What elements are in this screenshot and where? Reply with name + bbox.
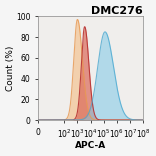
Y-axis label: Count (%): Count (%) <box>6 46 15 91</box>
Text: DMC276: DMC276 <box>91 6 143 16</box>
X-axis label: APC-A: APC-A <box>75 141 106 150</box>
